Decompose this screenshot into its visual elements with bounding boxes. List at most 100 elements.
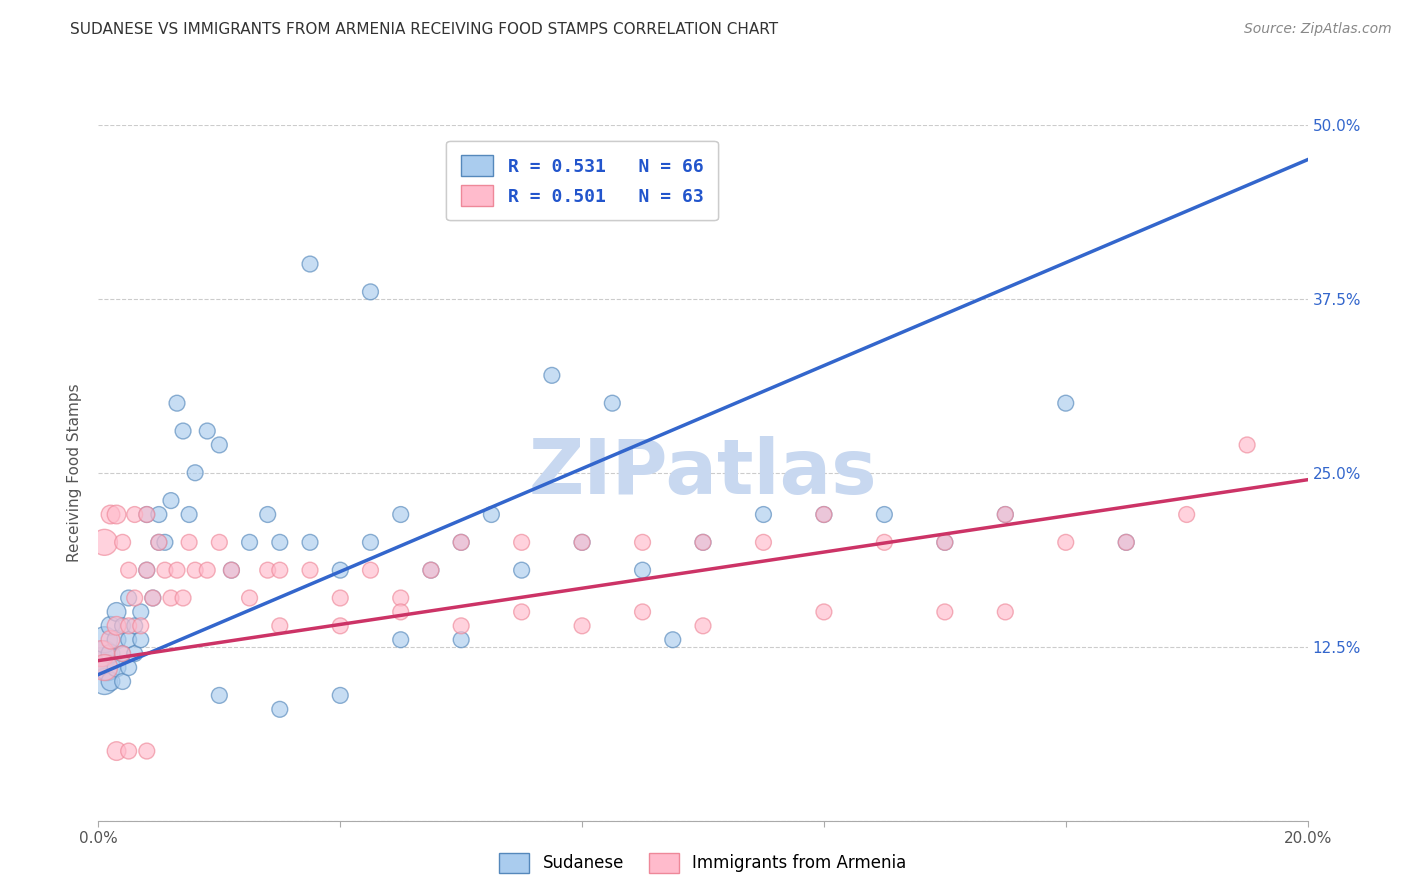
Point	[100, 647, 122, 661]
Point	[100, 619, 122, 633]
Point	[172, 424, 194, 438]
Point	[105, 605, 128, 619]
Point	[269, 535, 291, 549]
Point	[510, 563, 533, 577]
Point	[129, 619, 152, 633]
Legend: Sudanese, Immigrants from Armenia: Sudanese, Immigrants from Armenia	[492, 847, 914, 880]
Point	[118, 591, 141, 605]
Point	[752, 535, 775, 549]
Point	[1054, 535, 1077, 549]
Point	[129, 605, 152, 619]
Point	[329, 619, 352, 633]
Point	[256, 563, 278, 577]
Point	[481, 508, 503, 522]
Point	[93, 660, 115, 674]
Point	[389, 508, 412, 522]
Point	[208, 689, 231, 703]
Point	[994, 508, 1017, 522]
Point	[90, 647, 112, 661]
Point	[93, 647, 115, 661]
Point	[111, 619, 134, 633]
Point	[873, 535, 896, 549]
Point	[299, 257, 322, 271]
Point	[153, 535, 176, 549]
Point	[221, 563, 243, 577]
Point	[239, 535, 262, 549]
Point	[118, 744, 141, 758]
Point	[118, 632, 141, 647]
Point	[124, 591, 146, 605]
Point	[752, 508, 775, 522]
Point	[994, 605, 1017, 619]
Point	[148, 508, 170, 522]
Point	[221, 563, 243, 577]
Point	[813, 605, 835, 619]
Point	[510, 605, 533, 619]
Point	[148, 535, 170, 549]
Legend: R = 0.531   N = 66, R = 0.501   N = 63: R = 0.531 N = 66, R = 0.501 N = 63	[446, 141, 718, 220]
Point	[105, 660, 128, 674]
Point	[450, 535, 472, 549]
Point	[239, 591, 262, 605]
Point	[118, 619, 141, 633]
Point	[100, 508, 122, 522]
Point	[135, 563, 157, 577]
Point	[299, 563, 322, 577]
Point	[160, 591, 183, 605]
Point	[118, 563, 141, 577]
Point	[662, 632, 685, 647]
Point	[166, 396, 188, 410]
Point	[105, 632, 128, 647]
Point	[631, 563, 654, 577]
Point	[540, 368, 562, 383]
Point	[450, 619, 472, 633]
Point	[179, 535, 201, 549]
Point	[195, 424, 218, 438]
Point	[208, 535, 231, 549]
Text: Source: ZipAtlas.com: Source: ZipAtlas.com	[1244, 22, 1392, 37]
Point	[269, 619, 291, 633]
Point	[100, 632, 122, 647]
Point	[631, 535, 654, 549]
Point	[1115, 535, 1137, 549]
Point	[631, 605, 654, 619]
Point	[934, 605, 956, 619]
Point	[135, 508, 157, 522]
Point	[124, 619, 146, 633]
Point	[96, 660, 118, 674]
Point	[389, 591, 412, 605]
Point	[934, 535, 956, 549]
Point	[124, 647, 146, 661]
Point	[184, 563, 207, 577]
Point	[124, 508, 146, 522]
Point	[166, 563, 188, 577]
Point	[602, 396, 624, 410]
Y-axis label: Receiving Food Stamps: Receiving Food Stamps	[67, 384, 83, 562]
Point	[389, 632, 412, 647]
Point	[160, 493, 183, 508]
Point	[172, 591, 194, 605]
Point	[269, 563, 291, 577]
Text: ZIPatlas: ZIPatlas	[529, 436, 877, 509]
Point	[329, 689, 352, 703]
Point	[111, 647, 134, 661]
Point	[450, 535, 472, 549]
Point	[93, 632, 115, 647]
Point	[1054, 396, 1077, 410]
Point	[692, 535, 714, 549]
Point	[571, 619, 593, 633]
Point	[195, 563, 218, 577]
Point	[105, 619, 128, 633]
Point	[360, 563, 382, 577]
Point	[450, 632, 472, 647]
Point	[510, 535, 533, 549]
Point	[256, 508, 278, 522]
Point	[299, 535, 322, 549]
Point	[105, 744, 128, 758]
Point	[142, 591, 165, 605]
Point	[100, 674, 122, 689]
Point	[873, 508, 896, 522]
Point	[111, 535, 134, 549]
Point	[420, 563, 443, 577]
Point	[571, 535, 593, 549]
